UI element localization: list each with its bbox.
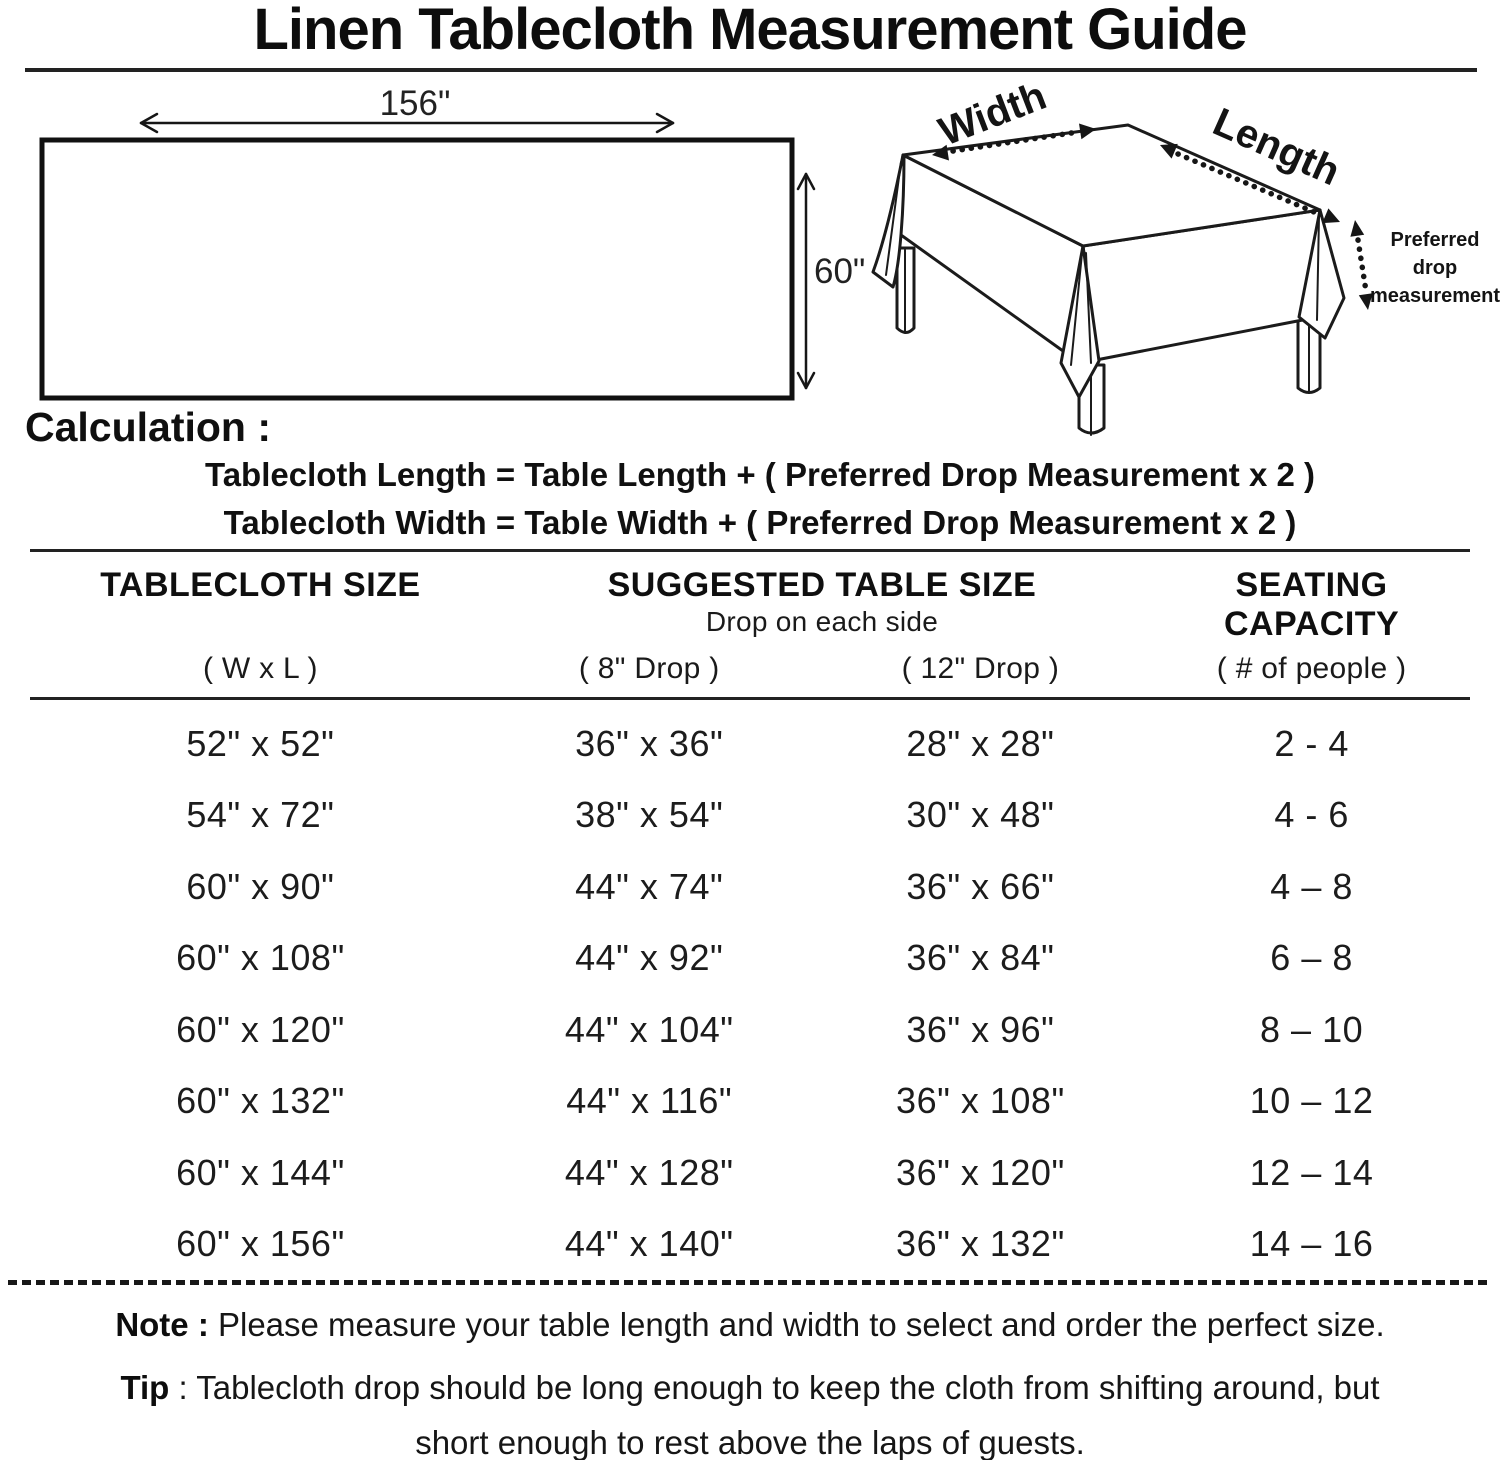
size-cell: 10 – 12 (1249, 1080, 1374, 1122)
size-cell: 60" x 90" (186, 865, 335, 907)
size-cell: 60" x 156" (176, 1223, 345, 1265)
drape-fold-line (1316, 215, 1320, 321)
width-dotted-arrow (950, 129, 1081, 154)
note-text: Please measure your table length and wid… (217, 1306, 1385, 1343)
size-cell: 36" x 120" (896, 1151, 1065, 1193)
drape-fold-line (885, 161, 902, 276)
column-header-tablecloth-size: TABLECLOTH SIZE (100, 566, 421, 604)
section-divider (30, 549, 1470, 552)
drop-measurement-label: Preferred (1391, 229, 1480, 251)
size-table-body: 52" x 52" 36" x 36" 28" x 28" 2 - 4 54" … (30, 708, 1470, 1280)
column-header-suggested-table-size: SUGGESTED TABLE SIZE (607, 566, 1037, 604)
size-cell: 36" x 96" (906, 1008, 1055, 1050)
drop-measurement-label: measurement (1370, 285, 1500, 307)
size-cell: 44" x 140" (564, 1223, 734, 1265)
height-arrowheads (796, 172, 816, 390)
size-cell: 60" x 144" (176, 1151, 345, 1193)
drop-dotted-arrow (1355, 237, 1369, 294)
size-cell: 6 – 8 (1270, 937, 1353, 979)
subheader-w-x-l: ( W x L ) (202, 652, 318, 685)
drop-measurement-label: drop (1413, 257, 1457, 279)
tip-label: Tip (120, 1369, 170, 1406)
size-cell: 52" x 52" (186, 722, 335, 764)
tablecloth-corner-drape (1297, 208, 1346, 340)
size-cell: 36" x 36" (575, 722, 724, 764)
drape-fold-line (1070, 252, 1083, 366)
size-cell: 44" x 74" (575, 865, 724, 907)
size-cell: 60" x 132" (176, 1080, 345, 1122)
size-cell: 44" x 92" (575, 937, 724, 979)
size-cell: 60" x 120" (176, 1008, 345, 1050)
size-cell: 2 - 4 (1274, 722, 1349, 764)
size-cell: 8 – 10 (1260, 1008, 1364, 1050)
column-header-seating-capacity: SEATING CAPACITY (1223, 566, 1400, 643)
tip-separator: : (169, 1369, 197, 1406)
size-cell: 44" x 104" (564, 1008, 734, 1050)
tablecloth-corner-drape (871, 153, 906, 289)
size-cell: 54" x 72" (186, 794, 335, 836)
size-table-header-row: TABLECLOTH SIZE SUGGESTED TABLE SIZE Dro… (30, 560, 1470, 644)
width-arrowheads (139, 112, 675, 134)
size-cell: 4 – 8 (1270, 865, 1353, 907)
calculation-heading: Calculation : (25, 404, 272, 450)
size-cell: 28" x 28" (906, 722, 1055, 764)
column-header-suggested-table-size-group: SUGGESTED TABLE SIZE Drop on each side (491, 560, 1153, 638)
size-table: TABLECLOTH SIZE SUGGESTED TABLE SIZE Dro… (30, 560, 1470, 1280)
arrowhead (1160, 143, 1178, 159)
subheader-12-drop: ( 12" Drop ) (901, 652, 1060, 685)
calculation-formula-width: Tablecloth Width = Table Width + ( Prefe… (223, 504, 1297, 541)
size-cell: 4 - 6 (1274, 794, 1349, 836)
tip-text: Tablecloth drop should be long enough to… (196, 1369, 1380, 1406)
arrowhead (1322, 208, 1340, 224)
note-label: Note : (115, 1306, 209, 1343)
flat-tablecloth-diagram (39, 112, 816, 401)
size-cell: 36" x 132" (896, 1223, 1065, 1265)
rect-height-value: 60" (814, 252, 866, 291)
drape-fold-line (1085, 252, 1092, 364)
size-table-subheader-row: ( W x L ) ( 8" Drop ) ( 12" Drop ) ( # o… (30, 652, 1470, 686)
length-dotted-arrow (1175, 151, 1324, 218)
arrowhead (1358, 293, 1373, 310)
size-cell: 36" x 108" (896, 1080, 1065, 1122)
tablecloth-rectangle (39, 137, 795, 401)
size-cell: 44" x 116" (566, 1080, 733, 1122)
subheader-people: ( # of people ) (1216, 652, 1407, 685)
tip-line-1: Tip : Tablecloth drop should be long eno… (0, 1360, 1500, 1415)
size-cell: 12 – 14 (1249, 1151, 1374, 1193)
tablecloth-illustration: Width Length Preferred drop measurement (871, 74, 1500, 436)
tablecloth-corner-drape (1059, 244, 1101, 399)
rect-width-value: 156" (379, 84, 451, 123)
size-cell: 44" x 128" (564, 1151, 734, 1193)
arrowhead (1350, 220, 1365, 237)
page-title: Linen Tablecloth Measurement Guide (253, 0, 1248, 62)
size-cell: 38" x 54" (575, 794, 724, 836)
calculation-formula-length: Tablecloth Length = Table Length + ( Pre… (205, 456, 1315, 493)
drop-on-each-side-note: Drop on each side (705, 606, 939, 637)
tip-block: Tip : Tablecloth drop should be long eno… (0, 1360, 1500, 1460)
size-cell: 14 – 16 (1249, 1223, 1374, 1265)
size-cell: 36" x 66" (906, 865, 1055, 907)
header-divider (30, 697, 1470, 700)
title-divider (25, 68, 1477, 72)
arrowhead (932, 144, 949, 161)
size-cell: 36" x 84" (906, 937, 1055, 979)
arrowhead (1079, 123, 1096, 140)
tip-line-2: short enough to rest above the laps of g… (415, 1424, 1085, 1460)
dashed-divider (8, 1280, 1492, 1285)
note-line: Note : Please measure your table length … (0, 1306, 1500, 1344)
size-cell: 60" x 108" (176, 937, 345, 979)
subheader-8-drop: ( 8" Drop ) (578, 652, 720, 685)
size-cell: 30" x 48" (906, 794, 1055, 836)
